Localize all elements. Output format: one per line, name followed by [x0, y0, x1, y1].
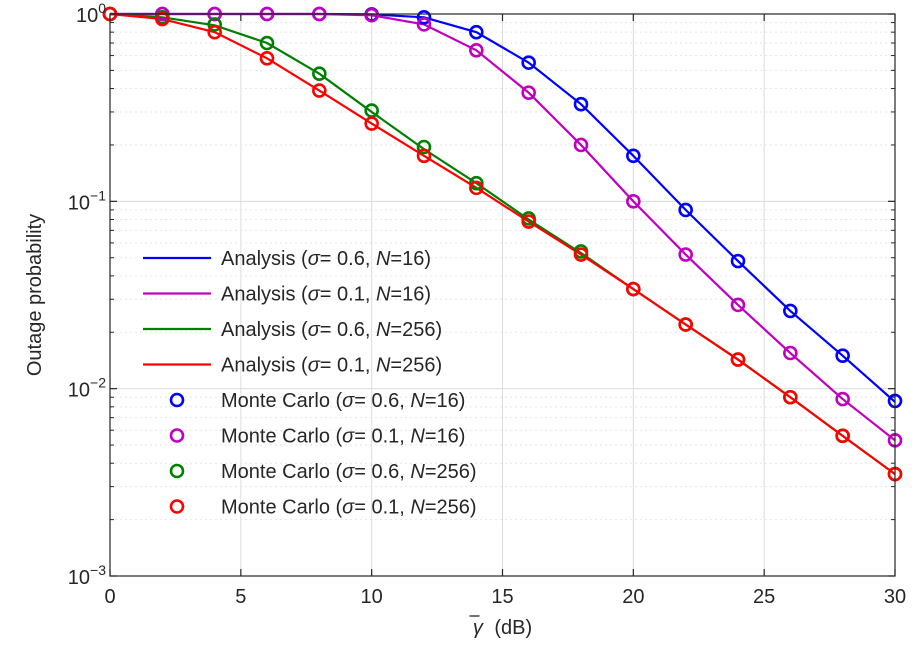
- data-point: [469, 43, 484, 58]
- data-point: [416, 17, 432, 32]
- y-tick-base: 10: [68, 380, 90, 402]
- grid: [109, 13, 896, 577]
- data-point: [730, 352, 746, 367]
- legend-item: Analysis (σ= 0.1, N=16): [143, 284, 431, 306]
- data-point: [521, 85, 536, 101]
- data-point: [312, 83, 327, 98]
- legend-item: Monte Carlo (σ= 0.1, N=16): [169, 426, 465, 448]
- legend-label: Monte Carlo (σ= 0.1, N=256): [221, 497, 477, 519]
- data-point: [416, 10, 432, 25]
- legend-marker-swatch: [169, 463, 185, 479]
- legend-label: Analysis (σ= 0.1, N=16): [221, 284, 431, 306]
- y-tick-base: 10: [76, 5, 98, 27]
- data-point: [678, 247, 693, 262]
- legend-label: Monte Carlo (σ= 0.6, N=256): [221, 461, 477, 483]
- legend-item: Analysis (σ= 0.1, N=256): [143, 355, 442, 377]
- data-point: [155, 11, 170, 27]
- x-axis: 0 5 10 15 20 25 30: [104, 14, 906, 608]
- data-point: [469, 24, 484, 40]
- y-tick-label: 10−1: [68, 187, 106, 214]
- data-point: [416, 139, 432, 155]
- x-axis-label-symbol: γ: [473, 617, 484, 639]
- data-point: [835, 428, 850, 444]
- x-tick-label: 5: [235, 586, 246, 608]
- legend-label: Monte Carlo (σ= 0.6, N=16): [221, 390, 465, 412]
- y-tick-exponent: −1: [90, 187, 106, 203]
- x-tick-label: 25: [753, 586, 775, 608]
- legend-label: Analysis (σ= 0.1, N=256): [221, 355, 442, 377]
- x-axis-label-unit: (dB): [494, 617, 532, 639]
- legend-marker-swatch: [169, 428, 185, 443]
- data-point: [207, 24, 222, 40]
- legend-item: Monte Carlo (σ= 0.1, N=256): [169, 497, 477, 519]
- y-axis-label: Outage probability: [24, 214, 46, 376]
- legend-label: Analysis (σ= 0.6, N=16): [221, 248, 431, 270]
- x-axis-label: γ (dB): [473, 617, 532, 639]
- data-point: [469, 180, 484, 196]
- data-point: [573, 247, 589, 262]
- data-point: [783, 389, 798, 405]
- data-point: [730, 253, 746, 269]
- data-point: [835, 391, 850, 407]
- y-tick-label: 10−2: [68, 375, 106, 402]
- series-line: [109, 12, 896, 475]
- data-point: [626, 281, 641, 297]
- x-tick-label: 15: [491, 586, 513, 608]
- legend-item: Analysis (σ= 0.6, N=16): [143, 248, 431, 270]
- data-point: [678, 317, 693, 332]
- y-tick-base: 10: [68, 567, 90, 589]
- x-tick-label: 30: [884, 586, 906, 608]
- y-tick-label: 10−3: [68, 562, 106, 589]
- legend-item: Monte Carlo (σ= 0.6, N=256): [169, 461, 477, 483]
- data-point: [312, 66, 327, 82]
- data-point: [626, 194, 641, 209]
- data-point: [207, 17, 222, 32]
- data-point: [521, 214, 536, 229]
- y-tick-base: 10: [68, 192, 90, 214]
- data-point: [835, 348, 850, 363]
- data-point: [783, 345, 798, 361]
- data-point: [469, 175, 484, 191]
- legend-item: Analysis (σ= 0.6, N=256): [143, 319, 442, 341]
- y-tick-exponent: 0: [98, 0, 106, 16]
- data-point: [364, 116, 379, 131]
- x-tick-label: 20: [622, 586, 644, 608]
- data-point: [416, 148, 432, 164]
- legend-item: Monte Carlo (σ= 0.6, N=16): [169, 390, 465, 412]
- legend-marker-swatch: [169, 392, 185, 408]
- data-point: [573, 96, 589, 112]
- x-tick-label: 10: [361, 586, 383, 608]
- legend: Analysis (σ= 0.6, N=16) Analysis (σ= 0.1,…: [143, 248, 477, 519]
- data-point: [783, 303, 798, 319]
- x-tick-label: 0: [104, 586, 115, 608]
- series-3: [109, 12, 896, 475]
- data-point: [259, 35, 275, 51]
- y-tick-label: 100: [76, 0, 106, 27]
- y-tick-exponent: −2: [90, 375, 106, 391]
- data-point: [259, 51, 275, 66]
- data-point: [521, 55, 536, 70]
- data-point: [626, 148, 641, 164]
- y-tick-exponent: −3: [90, 562, 106, 578]
- legend-marker-swatch: [169, 499, 185, 514]
- legend-label: Analysis (σ= 0.6, N=256): [221, 319, 442, 341]
- data-point: [573, 137, 589, 153]
- data-point: [364, 7, 379, 23]
- data-point: [678, 202, 693, 218]
- data-point: [730, 297, 746, 313]
- legend-label: Monte Carlo (σ= 0.1, N=16): [221, 426, 465, 448]
